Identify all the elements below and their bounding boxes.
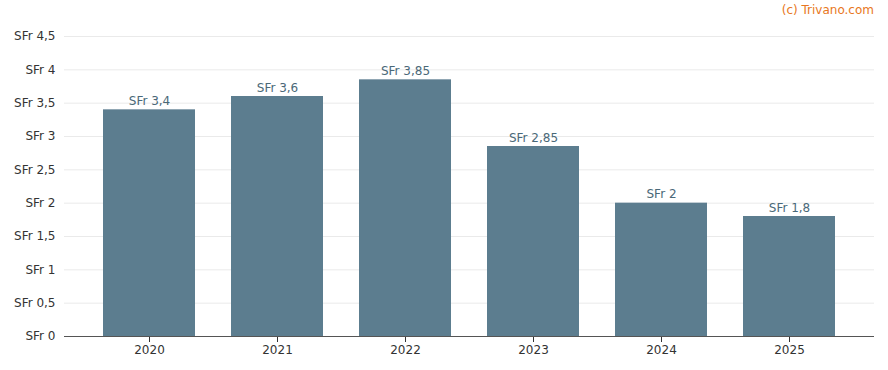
svg-text:2020: 2020 [134, 343, 165, 357]
svg-text:SFr 4: SFr 4 [25, 63, 55, 77]
svg-text:2022: 2022 [390, 343, 421, 357]
svg-text:SFr 3: SFr 3 [25, 129, 55, 143]
svg-text:SFr 3,5: SFr 3,5 [14, 96, 55, 110]
svg-text:SFr 2: SFr 2 [646, 187, 676, 201]
svg-text:SFr 4,5: SFr 4,5 [14, 29, 55, 43]
svg-text:2025: 2025 [774, 343, 805, 357]
svg-text:SFr 2,5: SFr 2,5 [14, 163, 55, 177]
svg-text:SFr 0: SFr 0 [25, 329, 55, 343]
svg-text:SFr 3,6: SFr 3,6 [257, 81, 298, 95]
svg-text:SFr 0,5: SFr 0,5 [14, 296, 55, 310]
svg-text:SFr 2: SFr 2 [25, 196, 55, 210]
html-text:(c) Trivano.com: (c) Trivano.com [781, 3, 874, 17]
svg-text:2021: 2021 [262, 343, 293, 357]
svg-text:SFr 1,5: SFr 1,5 [14, 229, 55, 243]
svg-text:2023: 2023 [518, 343, 549, 357]
svg-text:2024: 2024 [646, 343, 677, 357]
svg-text:SFr 2,85: SFr 2,85 [509, 131, 558, 145]
svg-text:SFr 3,85: SFr 3,85 [381, 64, 430, 78]
svg-text:SFr 3,4: SFr 3,4 [129, 94, 170, 108]
svg-text:SFr 1,8: SFr 1,8 [769, 201, 810, 215]
svg-text:SFr 1: SFr 1 [25, 263, 55, 277]
